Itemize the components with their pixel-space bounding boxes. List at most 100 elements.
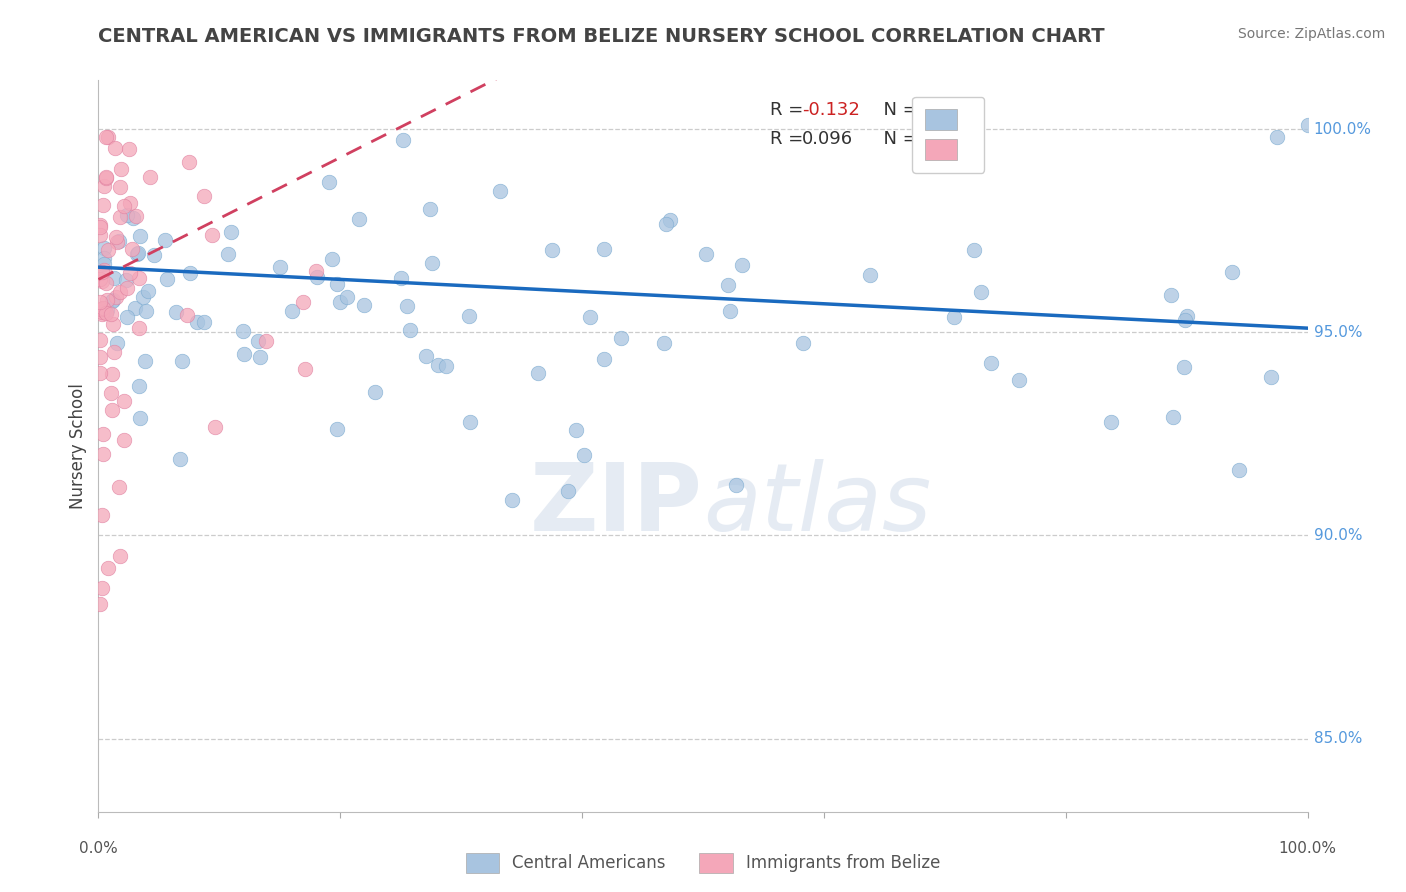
Point [134, 353, 156, 368]
Point [970, 285, 993, 300]
Point [1163, 409, 1185, 424]
Point [731, 258, 754, 272]
Point [1175, 310, 1198, 324]
Point [419, 202, 441, 216]
Point [186, 316, 208, 330]
Text: N =: N = [872, 101, 924, 119]
Point [364, 384, 387, 399]
Point [565, 423, 588, 437]
Point [718, 304, 741, 318]
Point [219, 225, 242, 239]
Point [176, 309, 198, 323]
Point [142, 248, 165, 262]
Point [1296, 118, 1319, 132]
Point [118, 142, 141, 156]
Point [1222, 265, 1244, 279]
Point [980, 356, 1002, 370]
Point [90, 301, 112, 316]
Point [179, 154, 201, 169]
Point [124, 301, 146, 315]
Point [91, 426, 114, 441]
Point [156, 272, 179, 286]
Point [249, 350, 271, 364]
Text: R =: R = [769, 130, 808, 148]
Point [125, 209, 148, 223]
Point [434, 359, 457, 373]
Point [91, 508, 114, 522]
Point [527, 366, 550, 380]
Text: 99: 99 [911, 101, 934, 119]
Point [659, 213, 682, 227]
Point [695, 246, 717, 260]
Point [217, 247, 239, 261]
Legend: , : , [912, 96, 984, 173]
Text: ZIP: ZIP [530, 458, 703, 550]
Point [592, 352, 614, 367]
Point [128, 270, 150, 285]
Point [93, 257, 115, 271]
Point [104, 290, 127, 304]
Point [458, 310, 481, 324]
Point [1099, 415, 1122, 429]
Point [91, 307, 114, 321]
Point [94, 306, 117, 320]
Point [101, 317, 124, 331]
Point [326, 277, 349, 291]
Point [108, 285, 131, 299]
Point [105, 235, 128, 250]
Point [347, 212, 370, 227]
Point [716, 277, 738, 292]
Point [96, 169, 118, 184]
Text: 85.0%: 85.0% [1313, 731, 1362, 746]
Point [169, 451, 191, 466]
Point [179, 266, 201, 280]
Point [97, 244, 120, 258]
Point [103, 271, 125, 285]
Point [155, 233, 177, 247]
Point [101, 293, 124, 307]
Point [541, 243, 564, 257]
Point [115, 273, 138, 287]
Point [118, 267, 141, 281]
Y-axis label: Nursery School: Nursery School [69, 383, 87, 509]
Point [574, 448, 596, 462]
Point [93, 301, 115, 315]
Point [1229, 463, 1251, 477]
Point [557, 483, 579, 498]
Point [89, 227, 111, 242]
Point [118, 195, 141, 210]
Text: 69: 69 [911, 130, 934, 148]
Text: Source: ZipAtlas.com: Source: ZipAtlas.com [1237, 27, 1385, 41]
Point [93, 263, 115, 277]
Point [963, 243, 986, 257]
Text: 100.0%: 100.0% [1278, 841, 1337, 856]
Point [89, 272, 111, 286]
Point [201, 228, 224, 243]
Point [101, 403, 124, 417]
Point [204, 419, 226, 434]
Text: N =: N = [872, 130, 924, 148]
Point [89, 295, 111, 310]
Point [458, 415, 481, 429]
Point [103, 141, 125, 155]
Point [654, 218, 676, 232]
Point [1160, 288, 1182, 302]
Point [103, 344, 125, 359]
Point [326, 422, 349, 436]
Point [100, 386, 122, 401]
Point [652, 335, 675, 350]
Point [110, 162, 132, 177]
Point [91, 274, 114, 288]
Point [107, 480, 129, 494]
Point [1267, 130, 1289, 145]
Point [97, 130, 120, 145]
Point [172, 354, 194, 368]
Point [91, 447, 114, 461]
Point [110, 211, 132, 225]
Point [139, 170, 162, 185]
Point [121, 242, 143, 256]
Point [269, 260, 291, 274]
Point [112, 433, 135, 447]
Point [112, 393, 135, 408]
Point [128, 321, 150, 335]
